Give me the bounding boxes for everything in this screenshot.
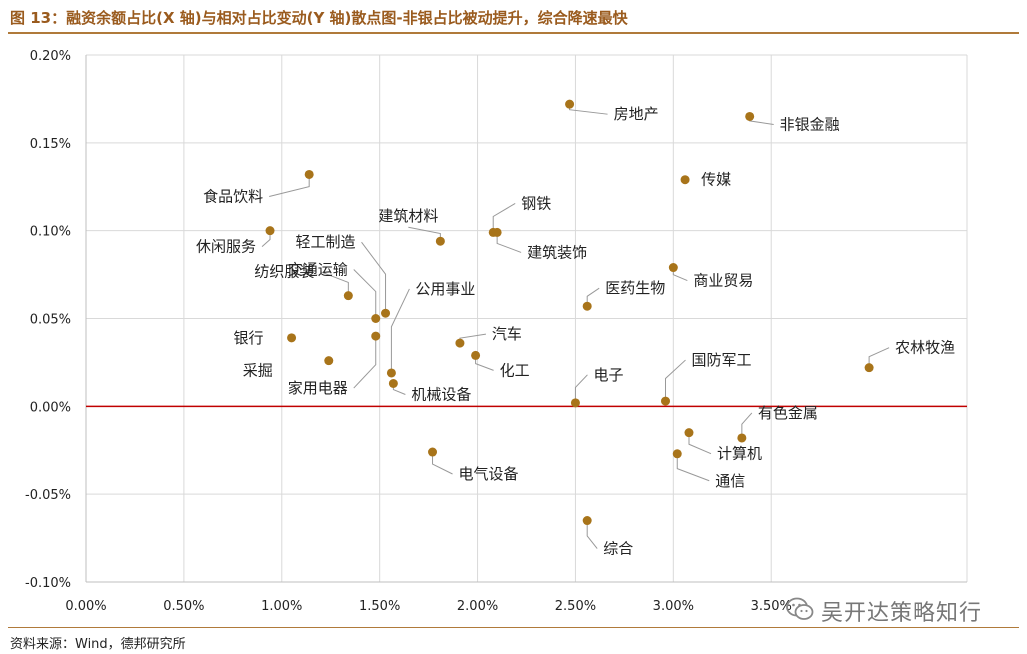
point-计算机 [684,428,694,438]
leader-line-有色金属 [741,412,753,438]
point-采掘 [324,356,334,366]
point-化工 [471,350,481,360]
watermark: 吴开达策略知行 [775,590,1015,628]
leader-line-交通运输 [353,269,377,319]
point-label-建筑材料: 建筑材料 [378,207,438,225]
leader-line-钢铁 [492,202,516,233]
point-休闲服务 [265,226,275,236]
point-电气设备 [428,447,438,457]
point-label-有色金属: 有色金属 [758,404,818,422]
point-label-轻工制造: 轻工制造 [296,233,356,251]
leader-line-家用电器 [353,336,377,389]
x-tick-label: 2.00% [457,599,498,614]
leader-line-综合 [586,520,598,549]
x-tick-label: 1.50% [359,599,400,614]
x-tick-label: 3.50% [751,599,792,614]
point-label-食品饮料: 食品饮料 [203,187,263,205]
point-家用电器 [371,331,381,341]
leader-line-食品饮料 [269,174,310,197]
point-银行 [287,333,297,343]
point-国防军工 [661,396,671,406]
point-交通运输 [371,314,381,323]
source-note: 资料来源：Wind，德邦研究所 [10,637,186,652]
watermark-text: 吴开达策略知行 [821,601,983,626]
point-label-汽车: 汽车 [492,325,522,343]
point-轻工制造 [381,308,391,318]
point-label-计算机: 计算机 [717,445,762,463]
point-电子 [570,398,580,408]
x-tick-label: 0.50% [163,599,204,614]
leader-line-公用事业 [390,288,410,373]
point-商业贸易 [668,263,678,273]
point-食品饮料 [304,169,314,179]
leader-line-建筑材料 [408,226,441,242]
x-tick-label: 1.00% [261,599,302,614]
y-tick-label: 0.15% [30,137,71,152]
point-label-交通运输: 交通运输 [288,261,348,279]
point-label-休闲服务: 休闲服务 [196,238,256,256]
tick-labels: 0.00% 0.50% 1.00% 1.50% 2.00% 2.50% 3.00% 3.50%… [25,49,792,614]
point-label-医药生物: 医药生物 [605,279,665,297]
y-tick-label: 0.05% [30,313,71,328]
point-label-钢铁: 钢铁 [521,194,551,212]
point-label-电子: 电子 [593,366,623,384]
point-房地产 [565,99,575,109]
point-label-家用电器: 家用电器 [288,379,348,397]
x-tick-label: 2.50% [555,599,596,614]
point-传媒 [680,175,690,185]
data-points [265,99,874,526]
point-label-采掘: 采掘 [243,362,273,380]
y-tick-label: 0.20% [30,49,71,64]
point-label-商业贸易: 商业贸易 [693,272,753,290]
figure-title: 图 13：融资余额占比(X 轴)与相对占比变动(Y 轴)散点图-非银占比被动提升… [10,9,628,27]
x-tick-label: 0.00% [65,599,106,614]
point-label-非银金融: 非银金融 [780,115,840,133]
point-label-公用事业: 公用事业 [415,280,475,298]
leader-line-轻工制造 [361,241,387,314]
point-label-通信: 通信 [715,472,745,490]
point-label-传媒: 传媒 [701,171,731,189]
y-tick-label: -0.05% [25,488,71,503]
point-label-建筑装饰: 建筑装饰 [527,243,587,261]
point-建筑材料 [435,236,445,246]
point-label-纺织服装: 纺织服装 [254,263,314,281]
point-非银金融 [745,111,755,121]
point-label-化工: 化工 [500,361,530,379]
point-有色金属 [737,433,747,443]
point-labels: 房地产非银金融传媒食品饮料建筑材料 钢铁建筑装饰 休闲服务 轻工制造交通运输纺织服装商… [196,105,955,557]
point-机械设备 [388,378,398,388]
wechat-icon [786,597,814,620]
point-汽车 [455,338,465,348]
leader-line-电子 [574,374,588,403]
point-label-机械设备: 机械设备 [411,385,471,403]
y-tick-label: 0.00% [30,400,71,415]
point-公用事业 [386,368,396,378]
leader-line-国防军工 [665,359,686,402]
axes [85,55,967,583]
point-label-农林牧渔: 农林牧渔 [895,339,955,357]
scatter-chart: 0.00% 0.50% 1.00% 1.50% 2.00% 2.50% 3.00% 3.50%… [25,49,968,614]
point-label-银行: 银行 [234,329,264,347]
source-rule [8,627,1019,628]
point-通信 [672,449,682,459]
title-rule [8,32,1019,34]
point-label-综合: 综合 [603,540,633,558]
leader-line-计算机 [688,432,712,455]
point-农林牧渔 [864,363,874,373]
y-tick-label: 0.10% [30,225,71,240]
point-医药生物 [582,301,592,311]
point-综合 [582,516,592,526]
point-label-房地产: 房地产 [614,105,659,123]
point-label-国防军工: 国防军工 [692,351,752,369]
grid [85,54,968,583]
x-tick-label: 3.00% [653,599,694,614]
point-建筑装饰 [492,227,502,237]
leader-line-建筑装饰 [496,232,522,253]
leader-line-通信 [676,453,710,482]
y-tick-label: -0.10% [25,576,71,591]
point-纺织服装 [343,291,353,301]
point-label-电气设备: 电气设备 [459,465,519,483]
